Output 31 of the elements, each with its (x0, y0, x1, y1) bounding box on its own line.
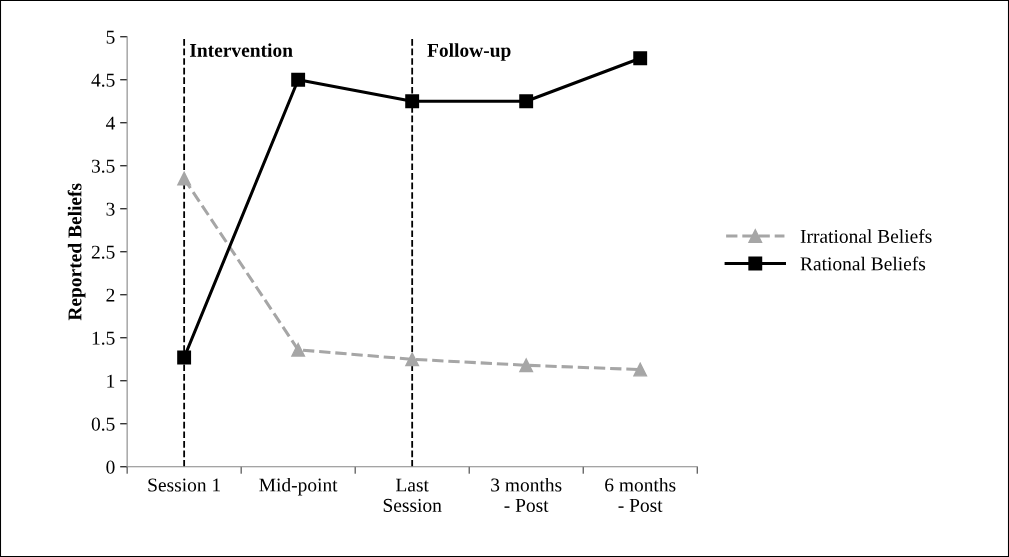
point (519, 94, 534, 109)
y-tick-label: 1.5 (92, 331, 115, 345)
point (405, 94, 420, 109)
point (177, 350, 192, 365)
y-tick-label: 4 (105, 116, 116, 130)
x-tick-label: Session 1 (148, 478, 220, 492)
y-tick-label: 0 (106, 460, 115, 474)
y-axis-title: Reported Beliefs (67, 183, 86, 321)
y-tick-label: 2.5 (91, 245, 115, 259)
x-tick-label: Mid-point (259, 477, 338, 496)
point (519, 358, 534, 373)
point (405, 352, 420, 367)
y-tick-label: 3 (106, 202, 115, 216)
point (291, 342, 306, 357)
y-tick-label: 1 (107, 374, 115, 388)
y-tick-label: 3.5 (91, 159, 115, 173)
annotation: Intervention (189, 43, 293, 57)
x-tick-label: 3 months - Post (491, 477, 562, 512)
annotation: Follow-up (427, 43, 511, 61)
point (633, 51, 648, 66)
legend-label: Irrational Beliefs (800, 229, 932, 243)
point (633, 362, 648, 377)
x-tick-label: Last Session (383, 478, 442, 512)
y-tick-label: 2 (106, 288, 115, 302)
y-tick-label: 5 (106, 30, 115, 44)
point (291, 72, 306, 87)
point (177, 171, 192, 186)
y-tick-label: 0.5 (91, 417, 115, 431)
x-tick-label: 6 months - Post (605, 477, 676, 512)
y-tick-label: 4.5 (91, 73, 115, 87)
legend-label: Rational Beliefs (800, 256, 926, 271)
